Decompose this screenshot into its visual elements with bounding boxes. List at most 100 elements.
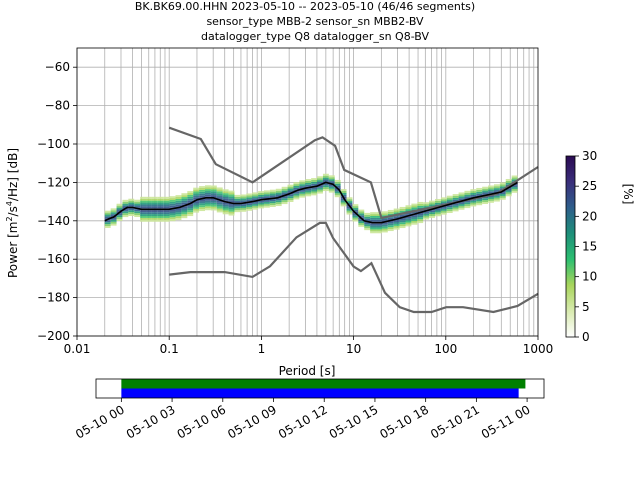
pdf-cell — [246, 199, 253, 202]
pdf-cell — [322, 175, 329, 178]
pdf-cell — [234, 206, 241, 209]
pdf-cell — [440, 208, 447, 211]
pdf-cell — [488, 197, 494, 199]
pdf-cell — [423, 215, 430, 218]
pdf-cell — [493, 199, 500, 202]
pdf-cell — [258, 206, 264, 209]
pdf-cell — [417, 217, 424, 220]
timeline-tick-label: 05-10 12 — [276, 402, 330, 441]
pdf-cell — [134, 199, 141, 202]
pdf-cell — [157, 216, 164, 218]
pdf-cell — [452, 197, 459, 200]
pdf-cell — [140, 217, 147, 220]
pdf-cell — [181, 193, 188, 196]
pdf-cell — [293, 191, 300, 194]
pdf-cell — [381, 211, 388, 214]
pdf-cell — [104, 210, 111, 213]
pdf-cell — [328, 179, 335, 182]
pdf-cell — [157, 196, 164, 199]
pdf-cell — [358, 223, 365, 225]
pdf-cell — [104, 220, 111, 223]
pdf-cell — [157, 200, 164, 203]
pdf-cell — [411, 220, 418, 223]
pdf-cell — [205, 192, 211, 195]
timeline-bar-blue — [121, 388, 519, 398]
pdf-cell — [476, 199, 483, 202]
colorbar-tick-label: 30 — [582, 149, 597, 163]
pdf-cell — [199, 199, 206, 202]
pdf-cell — [228, 200, 235, 203]
pdf-cell — [258, 191, 264, 194]
pdf-cell — [505, 182, 512, 185]
nlnm-curve — [169, 221, 539, 314]
pdf-cell — [470, 191, 477, 194]
pdf-cell — [110, 219, 117, 222]
pdf-cell — [476, 187, 483, 190]
pdf-cell — [216, 191, 223, 194]
pdf-cell — [376, 227, 382, 230]
pdf-cell — [411, 207, 418, 210]
pdf-cell — [122, 211, 129, 214]
pdf-cell — [116, 209, 123, 212]
timeline-tick-label: 05-10 15 — [327, 402, 381, 441]
pdf-cell — [222, 198, 229, 201]
pdf-cell — [311, 181, 318, 184]
title-line-3: datalogger_type Q8 datalogger_sn Q8-BV — [201, 30, 429, 43]
pdf-cell — [210, 206, 217, 209]
pdf-cell — [317, 191, 323, 194]
mode-curve — [104, 181, 518, 224]
pdf-cell — [387, 229, 394, 232]
pdf-cell — [181, 200, 188, 203]
pdf-cell — [258, 196, 264, 199]
pdf-cell — [199, 195, 206, 198]
pdf-cell — [305, 179, 312, 181]
pdf-cell — [440, 212, 447, 215]
pdf-cell — [181, 216, 188, 219]
pdf-cell — [328, 186, 335, 189]
pdf-cell — [470, 202, 477, 205]
pdf-cell — [476, 189, 483, 192]
pdf-cell — [393, 223, 400, 226]
pdf-cell — [352, 217, 359, 220]
pdf-cell — [134, 211, 141, 214]
pdf-cell — [252, 203, 259, 206]
pdf-cell — [281, 198, 288, 201]
pdf-cell — [205, 198, 211, 201]
pdf-cell — [322, 173, 329, 176]
pdf-cell — [246, 195, 253, 198]
pdf-cell — [199, 207, 206, 210]
pdf-cell — [488, 187, 494, 190]
y-tick-label: −160 — [37, 252, 70, 266]
pdf-cell — [110, 208, 117, 211]
pdf-cell — [499, 182, 506, 185]
pdf-cell — [299, 191, 306, 194]
pdf-cell — [175, 208, 182, 211]
pdf-cell — [151, 206, 158, 209]
pdf-cell — [370, 227, 377, 230]
pdf-cell — [429, 200, 435, 203]
pdf-cell — [234, 196, 241, 199]
pdf-cell — [216, 206, 223, 209]
pdf-cell — [434, 210, 441, 213]
pdf-cell — [305, 184, 312, 187]
pdf-cell — [340, 204, 347, 207]
pdf-cell — [169, 217, 176, 220]
pdf-cell — [157, 206, 164, 209]
pdf-cell — [128, 212, 135, 215]
pdf-cell — [293, 195, 300, 198]
pdf-cell — [434, 208, 441, 211]
pdf-cell — [305, 194, 312, 197]
pdf-cell — [216, 200, 223, 203]
pdf-cell — [452, 196, 459, 198]
pdf-cell — [434, 212, 441, 215]
pdf-cell — [175, 216, 182, 219]
pdf-cell — [305, 180, 312, 183]
pdf-cell — [240, 194, 247, 197]
pdf-cell — [352, 219, 359, 222]
pdf-cell — [110, 221, 117, 224]
pdf-cell — [269, 189, 276, 192]
pdf-cell — [387, 221, 394, 224]
pdf-cell — [134, 203, 141, 206]
pdf-cell — [116, 213, 123, 216]
pdf-cell — [263, 205, 270, 208]
